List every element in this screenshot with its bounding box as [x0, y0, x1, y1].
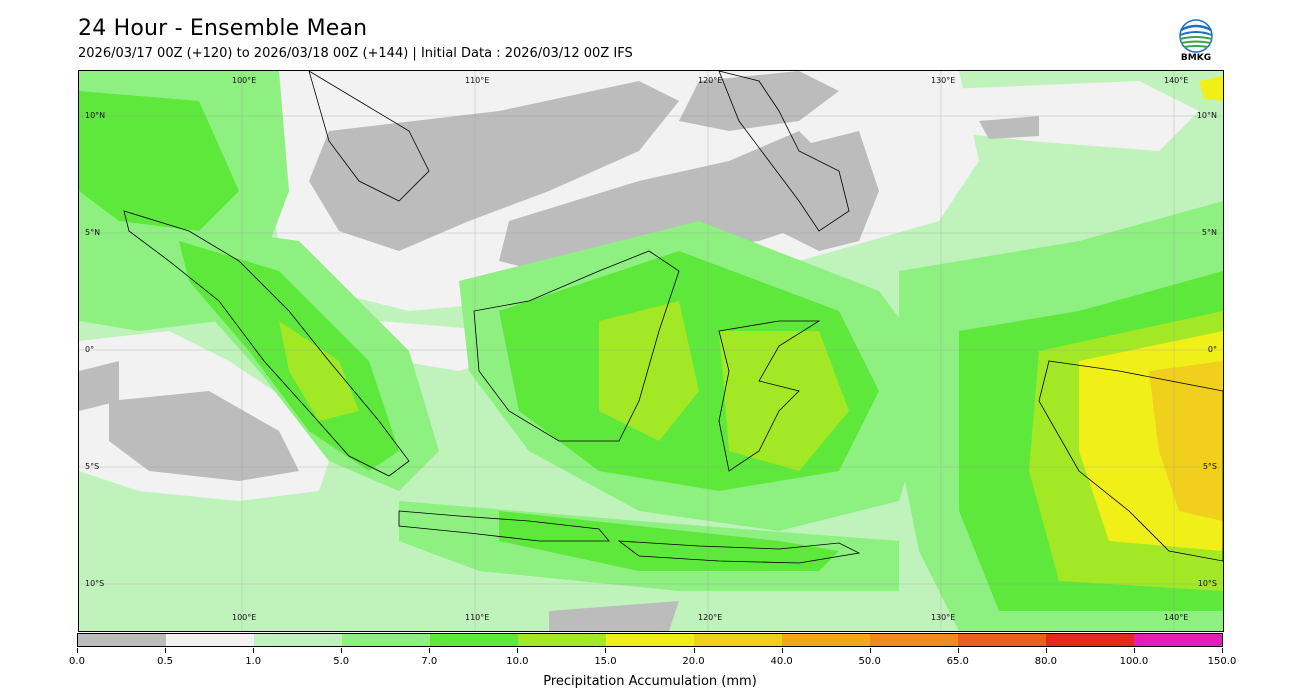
colorbar-segment — [166, 634, 254, 646]
colorbar-tick-mark — [1133, 648, 1135, 653]
colorbar-tick-label: 100.0 — [1119, 656, 1149, 667]
lat-label-right-10s: 10°S — [1197, 579, 1217, 588]
colorbar-segment — [430, 634, 518, 646]
chart-title: 24 Hour - Ensemble Mean — [78, 16, 368, 41]
lat-label-left-5n: 5°N — [85, 228, 101, 237]
logo-text: BMKG — [1180, 53, 1212, 63]
chart-subtitle: 2026/03/17 00Z (+120) to 2026/03/18 00Z … — [78, 46, 633, 61]
colorbar-tick-mark — [869, 648, 871, 653]
dry-area-5 — [109, 391, 299, 481]
colorbar-segment — [254, 634, 342, 646]
lon-label-bottom-140: 140°E — [1164, 613, 1189, 622]
colorbar-tick-label: 40.0 — [770, 656, 793, 667]
colorbar-segment — [1046, 634, 1134, 646]
colorbar-tick-label: 10.0 — [506, 656, 529, 667]
dry-area-7 — [549, 601, 679, 631]
extreme-area-papua — [1149, 361, 1223, 521]
colorbar-tick-mark — [693, 648, 695, 653]
colorbar-tick-label: 80.0 — [1034, 656, 1057, 667]
lat-label-left-0: 0° — [85, 345, 95, 354]
bmkg-emblem-icon — [1179, 19, 1213, 53]
colorbar-segment — [1134, 634, 1222, 646]
very-heavy-area-pacific — [1199, 76, 1223, 101]
indochina-outline — [308, 71, 430, 202]
lat-label-right-10n: 10°N — [1196, 111, 1217, 120]
heavy-area-andaman — [79, 91, 239, 231]
precipitation-map: 100°E 110°E 120°E 130°E 140°E 100°E 110°… — [78, 70, 1224, 632]
lon-label-bottom-100: 100°E — [232, 613, 257, 622]
lat-label-right-0: 0° — [1207, 345, 1217, 354]
colorbar-tick-label: 15.0 — [594, 656, 617, 667]
dry-area-4 — [779, 131, 879, 251]
borneo-outline — [473, 250, 680, 442]
heavy-area-java — [499, 511, 839, 571]
sulawesi-outline — [718, 320, 821, 472]
coastlines — [123, 71, 1223, 564]
colorbar-segment — [958, 634, 1046, 646]
new-guinea-outline — [1038, 360, 1223, 562]
colorbar-tick-mark — [165, 648, 167, 653]
colorbar-segment — [782, 634, 870, 646]
lat-label-left-5s: 5°S — [85, 462, 100, 471]
lon-label-top-100: 100°E — [232, 76, 257, 85]
colorbar — [77, 633, 1223, 647]
colorbar-tick-mark — [253, 648, 255, 653]
colorbar-tick-label: 65.0 — [946, 656, 969, 667]
colorbar-tick-mark — [517, 648, 519, 653]
colorbar-tick-label: 1.0 — [245, 656, 262, 667]
philippines-outline — [718, 71, 850, 232]
nusa-tenggara-outline — [617, 540, 861, 564]
map-canvas — [79, 71, 1223, 631]
colorbar-tick-label: 7.0 — [421, 656, 438, 667]
lon-label-bottom-110: 110°E — [465, 613, 490, 622]
colorbar-label: Precipitation Accumulation (mm) — [543, 674, 757, 689]
colorbar-tick-mark — [429, 648, 431, 653]
colorbar-tick-label: 0.0 — [69, 656, 85, 667]
colorbar-tick-mark — [1222, 648, 1223, 653]
colorbar-tick-mark — [957, 648, 959, 653]
java-outline — [398, 510, 610, 542]
colorbar-tick-label: 50.0 — [858, 656, 881, 667]
dry-area-6 — [79, 361, 119, 411]
colorbar-tick-label: 5.0 — [333, 656, 350, 667]
dry-area-8 — [979, 116, 1039, 139]
colorbar-tick-label: 20.0 — [682, 656, 705, 667]
colorbar-tick-mark — [1045, 648, 1047, 653]
colorbar-segment — [694, 634, 782, 646]
lon-label-bottom-120: 120°E — [698, 613, 723, 622]
colorbar-tick-mark — [77, 648, 78, 653]
heavy-area-kalimantan — [599, 301, 699, 441]
lon-label-top-140: 140°E — [1164, 76, 1189, 85]
sumatra-outline — [123, 210, 410, 477]
colorbar-tick-mark — [781, 648, 783, 653]
heavy-area-sulawesi — [719, 331, 849, 471]
dry-area-1 — [309, 81, 679, 251]
colorbar-tick-label: 0.5 — [157, 656, 174, 667]
lon-label-top-130: 130°E — [931, 76, 956, 85]
lon-label-top-110: 110°E — [465, 76, 490, 85]
dry-area-2 — [499, 131, 839, 271]
lat-label-right-5s: 5°S — [1202, 462, 1217, 471]
colorbar-segment — [606, 634, 694, 646]
colorbar-segment — [518, 634, 606, 646]
colorbar-tick-mark — [605, 648, 607, 653]
colorbar-segment — [78, 634, 166, 646]
lat-label-left-10n: 10°N — [85, 111, 106, 120]
bmkg-logo: BMKG — [1176, 18, 1216, 66]
lon-label-top-120: 120°E — [698, 76, 723, 85]
lat-label-left-10s: 10°S — [85, 579, 105, 588]
lat-label-right-5n: 5°N — [1201, 228, 1217, 237]
lon-label-bottom-130: 130°E — [931, 613, 956, 622]
colorbar-segment — [870, 634, 958, 646]
heavy-area-central-sumatra — [279, 321, 359, 421]
graticule — [79, 71, 1223, 631]
colorbar-tick-label: 150.0 — [1207, 656, 1237, 667]
colorbar-tick-mark — [341, 648, 343, 653]
colorbar-segment — [342, 634, 430, 646]
